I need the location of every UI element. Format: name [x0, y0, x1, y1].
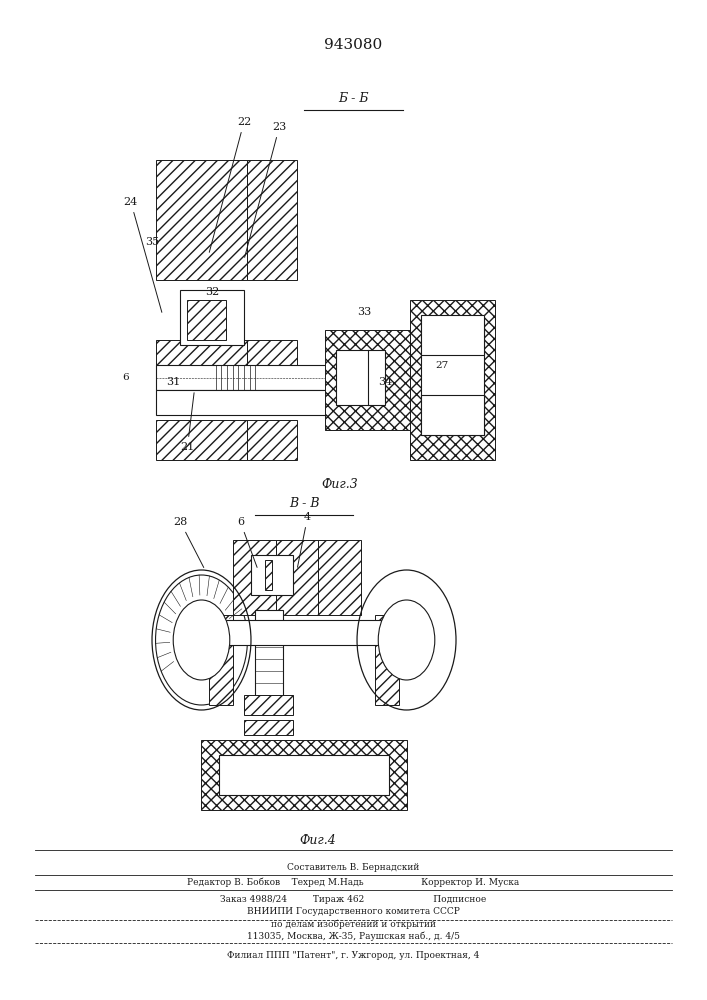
Text: 6: 6 — [237, 517, 257, 567]
Bar — [318, 540, 361, 615]
Text: В - В: В - В — [288, 497, 320, 510]
Bar — [156, 160, 247, 280]
Bar — [247, 160, 297, 280]
Text: 113035, Москва, Ж-35, Раушская наб., д. 4/5: 113035, Москва, Ж-35, Раушская наб., д. … — [247, 931, 460, 941]
Bar — [187, 300, 226, 340]
Text: Фиг.3: Фиг.3 — [321, 479, 358, 491]
Text: 28: 28 — [173, 517, 204, 568]
Bar — [156, 420, 247, 460]
Bar — [180, 290, 244, 345]
Bar — [247, 340, 297, 400]
Bar — [336, 350, 385, 405]
Text: 24: 24 — [124, 197, 162, 312]
Text: 31: 31 — [166, 377, 180, 387]
Bar — [247, 420, 297, 460]
Bar — [219, 755, 389, 795]
Text: 4: 4 — [298, 512, 311, 567]
Text: 33: 33 — [357, 307, 371, 317]
Bar — [244, 720, 293, 735]
Bar — [244, 695, 293, 715]
Text: 21: 21 — [180, 393, 194, 452]
Bar — [255, 610, 283, 700]
Bar — [251, 555, 293, 595]
Bar — [156, 390, 410, 415]
Bar — [421, 395, 484, 435]
Circle shape — [156, 575, 247, 705]
Text: Заказ 4988/24         Тираж 462                        Подписное: Заказ 4988/24 Тираж 462 Подписное — [221, 896, 486, 904]
Text: 943080: 943080 — [325, 38, 382, 52]
Text: 34: 34 — [378, 377, 392, 387]
Text: по делам изобретений и открытий: по делам изобретений и открытий — [271, 919, 436, 929]
Bar — [201, 620, 407, 645]
Text: Редактор В. Бобков    Техред М.Надь                    Корректор И. Муска: Редактор В. Бобков Техред М.Надь Коррект… — [187, 877, 520, 887]
Text: Составитель В. Бернадский: Составитель В. Бернадский — [287, 863, 420, 872]
Bar — [233, 540, 276, 615]
Text: ВНИИПИ Государственного комитета СССР: ВНИИПИ Государственного комитета СССР — [247, 908, 460, 916]
Circle shape — [173, 600, 230, 680]
Bar — [421, 320, 484, 435]
Bar — [156, 340, 247, 400]
Text: Филиал ППП "Патент", г. Ужгород, ул. Проектная, 4: Филиал ППП "Патент", г. Ужгород, ул. Про… — [228, 950, 479, 960]
Text: 6: 6 — [122, 373, 129, 382]
Bar — [265, 560, 272, 590]
Bar — [421, 315, 484, 355]
Bar — [375, 615, 399, 705]
Text: 32: 32 — [205, 287, 219, 297]
Text: 22: 22 — [209, 117, 251, 252]
Bar — [410, 300, 495, 460]
Bar — [156, 365, 410, 390]
Text: 35: 35 — [145, 237, 159, 247]
Bar — [276, 540, 318, 615]
Bar — [325, 330, 410, 430]
Text: Б - Б: Б - Б — [338, 92, 369, 105]
Text: 27: 27 — [436, 360, 448, 369]
Bar — [201, 740, 407, 810]
Bar — [209, 615, 233, 705]
Text: 23: 23 — [245, 122, 286, 257]
Circle shape — [378, 600, 435, 680]
Text: Фиг.4: Фиг.4 — [300, 834, 337, 846]
